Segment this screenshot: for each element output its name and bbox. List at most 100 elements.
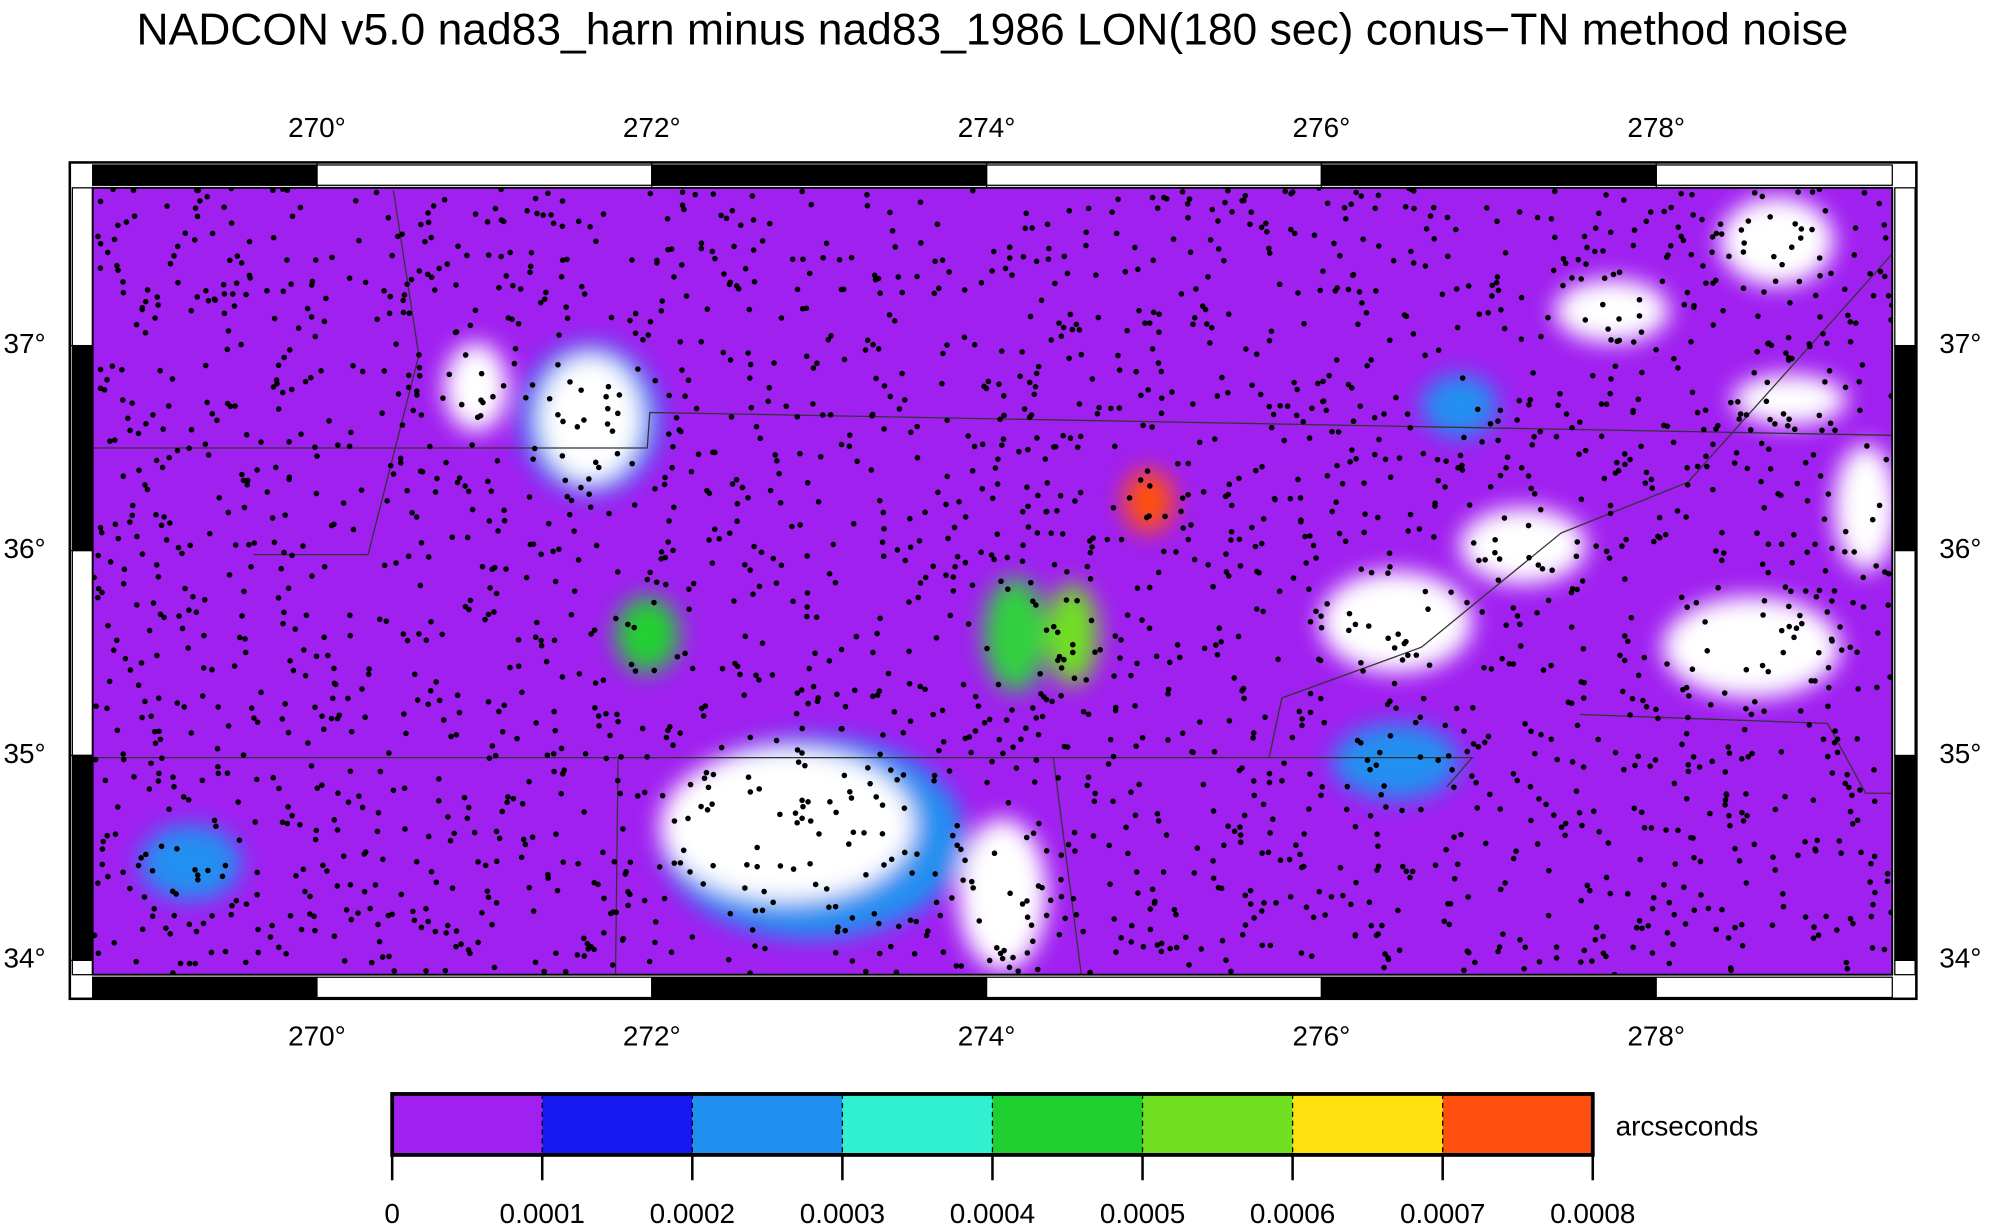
station-dot: [669, 464, 675, 471]
station-dot: [425, 833, 432, 840]
station-dot: [154, 652, 160, 659]
station-dot: [114, 727, 121, 734]
station-dot: [1820, 736, 1827, 743]
station-dot: [1489, 282, 1496, 289]
station-dot: [526, 778, 532, 785]
station-dot: [284, 187, 291, 194]
station-dot: [1021, 406, 1028, 412]
station-dot: [1828, 270, 1834, 277]
station-dot: [1525, 522, 1532, 529]
station-dot: [411, 917, 418, 924]
station-dot: [1346, 610, 1353, 617]
station-dot: [554, 887, 561, 894]
station-dot: [1242, 892, 1249, 899]
station-dot: [1019, 349, 1025, 355]
station-dot: [851, 687, 858, 694]
station-dot: [930, 563, 936, 570]
station-dot: [1307, 533, 1313, 539]
station-dot: [1207, 237, 1214, 243]
station-dot: [592, 704, 598, 711]
station-dot: [965, 433, 972, 439]
blob: [539, 355, 641, 483]
station-dot: [652, 919, 659, 925]
station-dot: [1116, 405, 1123, 411]
station-dot: [803, 353, 810, 360]
station-dot: [1481, 664, 1487, 671]
station-dot: [933, 899, 940, 906]
station-dot: [1591, 248, 1598, 255]
colorbar-swatch: [1292, 1093, 1443, 1155]
station-dot: [960, 877, 966, 883]
station-dot: [114, 804, 121, 810]
station-dot: [881, 426, 887, 432]
station-dot: [1736, 858, 1743, 864]
station-dot: [312, 927, 318, 934]
frame-bar: [1320, 164, 1657, 186]
station-dot: [270, 234, 277, 241]
station-dot: [805, 700, 811, 707]
station-dot: [1834, 927, 1840, 933]
station-dot: [434, 475, 440, 482]
map-border: [91, 186, 1894, 976]
station-dot: [1842, 384, 1849, 391]
station-dot: [302, 888, 308, 895]
station-dot: [1266, 779, 1273, 786]
station-dot: [550, 548, 556, 555]
station-dot: [1311, 232, 1318, 238]
station-dot: [1802, 839, 1808, 845]
station-dot: [950, 588, 957, 594]
station-dot: [1553, 955, 1560, 961]
station-dot: [495, 528, 501, 534]
station-dot: [1854, 649, 1860, 655]
station-dot: [1242, 922, 1249, 928]
station-dot: [225, 328, 232, 334]
station-dot: [1178, 291, 1185, 297]
station-dot: [331, 933, 338, 940]
station-dot: [913, 918, 919, 925]
station-dot: [940, 949, 947, 955]
station-dot: [1459, 375, 1466, 381]
station-dot: [999, 955, 1006, 962]
station-dot: [869, 411, 876, 418]
station-dot: [494, 458, 501, 464]
station-dot: [1070, 641, 1076, 648]
frame-bar: [71, 549, 94, 757]
station-dot: [1315, 380, 1321, 387]
station-dot: [1601, 475, 1608, 482]
station-dot: [981, 719, 988, 726]
station-dot: [92, 756, 99, 763]
station-dot: [1465, 283, 1472, 289]
station-dot: [1185, 214, 1191, 221]
station-dot: [242, 636, 248, 642]
station-dot: [127, 519, 133, 525]
station-dot: [1324, 200, 1331, 207]
station-dot: [302, 672, 309, 679]
station-dot: [1210, 858, 1216, 864]
station-dot: [1811, 924, 1817, 930]
station-dot: [1786, 623, 1793, 630]
station-dot: [907, 515, 913, 522]
station-dot: [1378, 791, 1384, 798]
station-dot: [1090, 535, 1096, 541]
station-dot: [545, 871, 551, 878]
station-dot: [224, 400, 231, 407]
station-dot: [1174, 642, 1181, 648]
station-dot: [1603, 192, 1609, 198]
station-dot: [592, 680, 599, 686]
station-dot: [854, 458, 860, 465]
station-dot: [1337, 864, 1344, 871]
station-dot: [238, 341, 244, 348]
station-dot: [971, 341, 978, 348]
border: [1580, 713, 1893, 794]
station-dot: [864, 192, 870, 198]
station-dot: [1318, 613, 1324, 619]
station-dot: [759, 640, 766, 646]
station-dot: [945, 535, 951, 542]
station-dot: [1124, 327, 1130, 334]
station-dot: [368, 959, 375, 966]
station-dot: [625, 621, 631, 628]
station-dot: [1745, 218, 1752, 224]
station-dot: [458, 941, 464, 947]
station-dot: [631, 624, 637, 631]
station-dot: [1820, 330, 1826, 337]
